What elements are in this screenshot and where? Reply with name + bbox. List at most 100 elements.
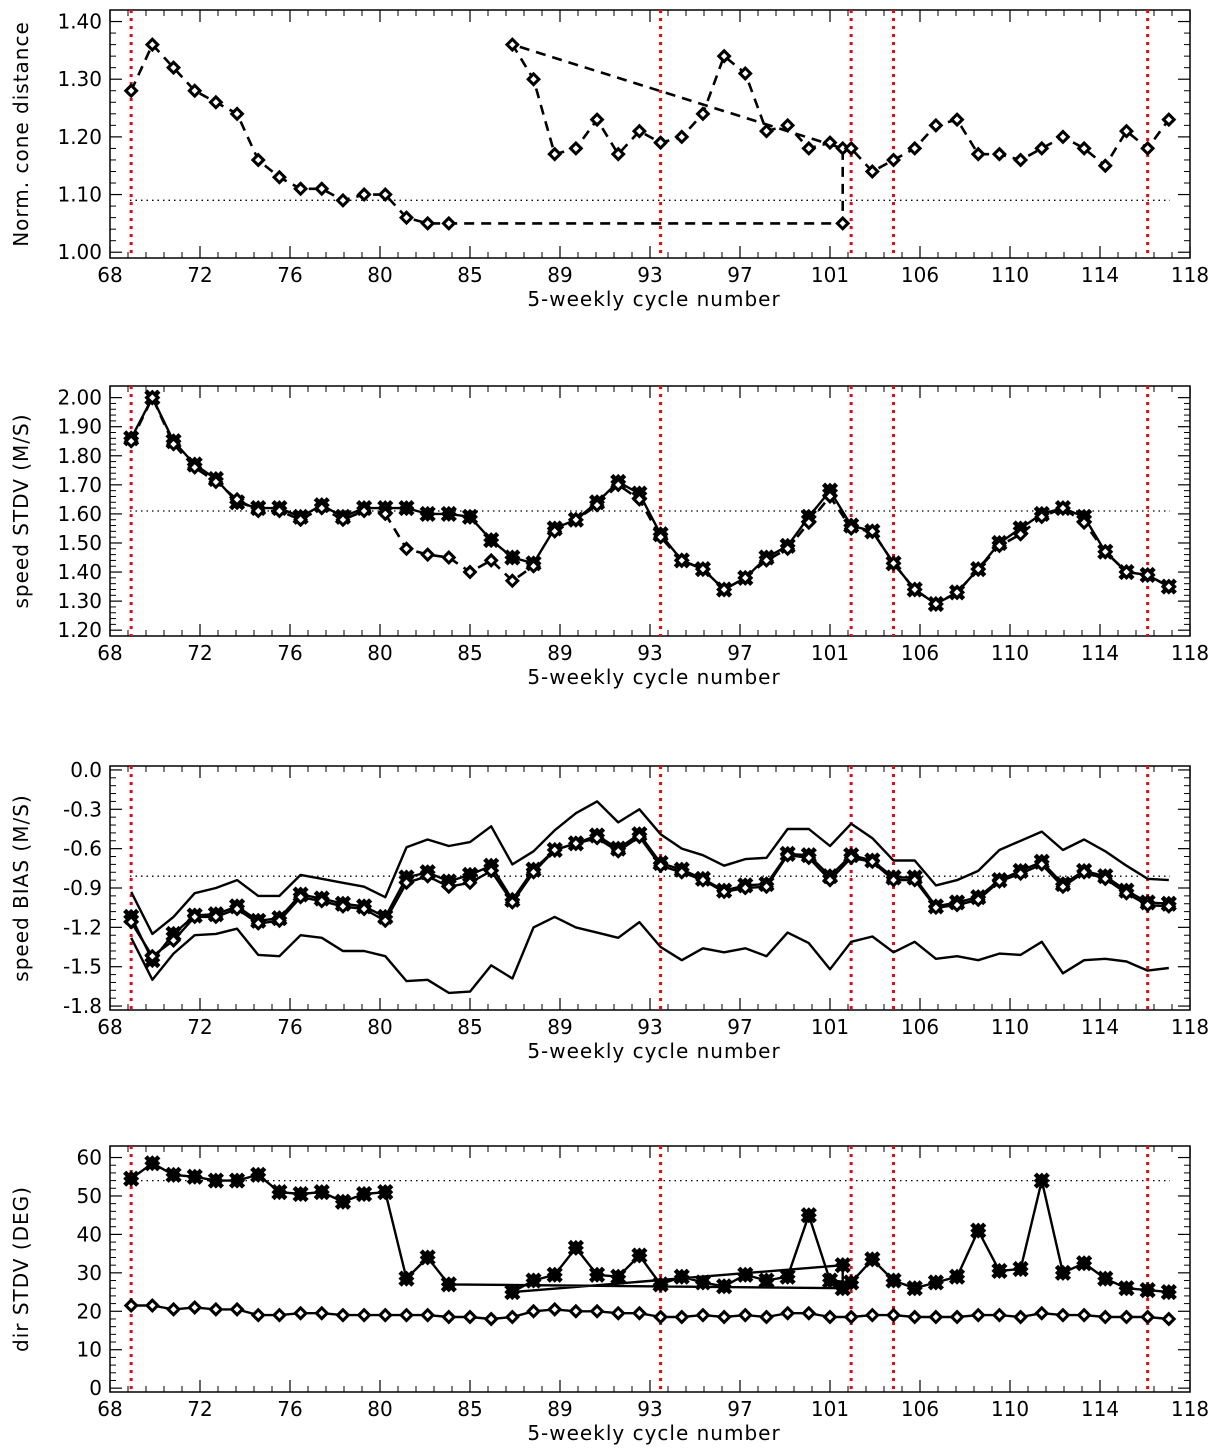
data-point-center xyxy=(191,1304,198,1311)
data-point xyxy=(313,1184,330,1201)
data-point-center xyxy=(149,953,156,960)
data-point xyxy=(250,1166,267,1183)
data-point xyxy=(504,1283,521,1301)
data-point-center xyxy=(445,883,453,890)
data-point-center xyxy=(149,394,156,401)
data-point-center xyxy=(839,145,846,152)
data-point-center xyxy=(975,150,982,158)
data-point-center xyxy=(170,937,177,944)
data-point-center xyxy=(932,122,940,129)
y-tick-label: -1.2 xyxy=(63,915,102,939)
x-tick-label: 114 xyxy=(1081,1015,1119,1039)
data-point-center xyxy=(1038,145,1045,152)
series-line xyxy=(131,1304,1169,1321)
data-point-center xyxy=(530,869,537,876)
data-point-center xyxy=(911,1313,918,1321)
panel-norm-cone-distance: 68 72 76 80 85 89 93 97 101 106 110 114 118 5-weekly … xyxy=(9,9,1209,311)
data-point-center xyxy=(615,848,622,855)
data-point-center xyxy=(1165,903,1173,910)
data-point-center xyxy=(382,510,389,518)
x-tick-label: 72 xyxy=(187,1015,212,1039)
x-tick-label: 110 xyxy=(991,1015,1029,1039)
data-point xyxy=(440,1276,457,1293)
data-point-center xyxy=(212,913,220,921)
data-point-center xyxy=(826,139,834,146)
x-tick-label: 89 xyxy=(547,1397,572,1421)
data-point-center xyxy=(1059,883,1067,890)
data-point-center xyxy=(466,879,474,886)
x-tick-label: 114 xyxy=(1081,263,1119,287)
x-tick-label: 114 xyxy=(1081,641,1119,665)
y-tick-label: 1.80 xyxy=(57,444,102,468)
data-point-center xyxy=(276,1311,283,1319)
data-point xyxy=(292,1185,309,1203)
x-tick-label: 101 xyxy=(811,1015,849,1039)
data-point-center xyxy=(1080,145,1088,152)
panel-speed-bias: 68 72 76 80 85 89 93 97 101 106 110 114 118 5-weekly … xyxy=(9,758,1209,1063)
data-point-center xyxy=(212,478,220,486)
x-tick-label: 93 xyxy=(637,1015,662,1039)
series-line xyxy=(130,1162,1169,1294)
data-point-center xyxy=(255,156,262,164)
x-axis-title: 5-weekly cycle number xyxy=(527,1039,780,1063)
data-point xyxy=(610,1268,627,1285)
data-point-center xyxy=(466,568,474,576)
data-point-center xyxy=(360,191,368,198)
data-point-center xyxy=(191,464,198,471)
data-point-center xyxy=(551,846,558,854)
data-point-center xyxy=(530,563,537,570)
data-point-center xyxy=(509,41,516,48)
data-point-center xyxy=(890,156,897,164)
data-point-center xyxy=(996,878,1003,885)
y-tick-label: 60 xyxy=(77,1146,102,1170)
data-point-center xyxy=(1102,1313,1109,1321)
data-point-center xyxy=(678,133,685,141)
data-point-center xyxy=(826,1313,834,1321)
x-tick-label: 85 xyxy=(457,1397,482,1421)
x-tick-label: 85 xyxy=(457,641,482,665)
y-tick-label: 1.70 xyxy=(57,473,102,497)
data-point-center xyxy=(255,1311,262,1319)
data-point-center xyxy=(657,533,664,541)
data-point-center xyxy=(1080,1311,1088,1319)
data-point-center xyxy=(615,1310,622,1317)
data-point-center xyxy=(1017,531,1024,538)
data-point-center xyxy=(911,876,918,884)
y-tick-label: 20 xyxy=(77,1299,102,1323)
x-tick-label: 93 xyxy=(637,1397,662,1421)
y-tick-label: 2.00 xyxy=(57,386,102,410)
data-point-center xyxy=(445,1313,453,1321)
x-tick-label: 106 xyxy=(901,1015,939,1039)
data-point-center xyxy=(403,879,410,886)
data-point xyxy=(1097,1270,1114,1287)
data-point-center xyxy=(911,145,918,152)
data-point-center xyxy=(699,565,707,573)
x-tick-label: 76 xyxy=(277,641,302,665)
data-point-center xyxy=(805,854,813,862)
data-point xyxy=(927,1274,944,1291)
data-point xyxy=(356,1185,373,1203)
data-point-center xyxy=(763,1313,770,1321)
data-point xyxy=(483,531,500,549)
x-tick-label: 72 xyxy=(187,263,212,287)
data-point-center xyxy=(233,496,241,503)
data-point-center xyxy=(170,440,177,448)
x-tick-label: 89 xyxy=(547,1015,572,1039)
data-point xyxy=(144,1155,161,1172)
data-point-center xyxy=(572,1308,580,1315)
data-point-center xyxy=(953,1313,961,1321)
series-0 xyxy=(123,826,1177,969)
data-point-center xyxy=(1165,583,1173,590)
series-3 xyxy=(130,915,1169,995)
x-tick-label: 97 xyxy=(727,1397,752,1421)
y-tick-label: 50 xyxy=(77,1184,102,1208)
data-point-center xyxy=(678,557,685,564)
data-point-center xyxy=(382,191,389,198)
data-point-center xyxy=(1059,504,1067,512)
x-tick-label: 89 xyxy=(547,641,572,665)
x-tick-label: 118 xyxy=(1171,263,1209,287)
data-point-center xyxy=(975,565,982,573)
data-point-center xyxy=(869,168,876,175)
x-tick-label: 97 xyxy=(727,1015,752,1039)
data-point-center xyxy=(1123,1313,1130,1321)
